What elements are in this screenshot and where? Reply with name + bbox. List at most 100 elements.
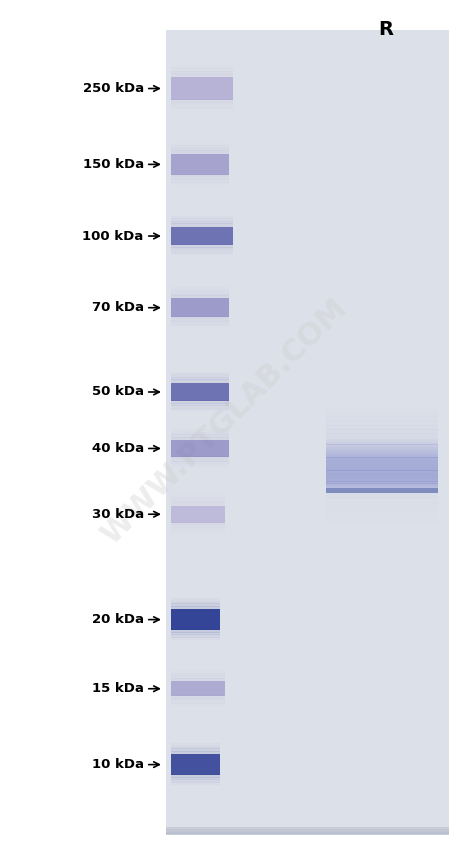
Bar [166,827,449,831]
Bar [171,290,229,293]
Bar [166,828,449,831]
Bar [166,826,449,830]
Bar [166,829,449,833]
Bar [166,830,449,833]
Bar [166,829,449,832]
Bar [166,830,449,835]
Text: WWW.PTGLAB.COM: WWW.PTGLAB.COM [96,293,353,550]
Bar [171,605,220,609]
Bar [166,830,449,834]
Bar [166,828,449,832]
Bar [166,830,449,834]
Bar [166,830,449,833]
Bar [166,827,449,830]
Bar [166,827,449,831]
Bar [166,828,449,832]
Bar [171,255,233,258]
Bar [166,830,449,834]
Bar [166,828,449,832]
Bar [166,830,449,835]
Bar [166,829,449,833]
Bar [166,827,449,831]
Bar [166,830,449,834]
Bar [166,827,449,831]
Bar [166,829,449,833]
Bar [166,830,449,835]
Bar [171,502,224,506]
Bar [171,293,229,296]
Bar [171,632,220,636]
Bar [166,830,449,835]
Bar [166,828,449,832]
Bar [166,828,449,832]
Bar [171,252,233,255]
Bar [166,829,449,833]
FancyBboxPatch shape [171,77,233,100]
Bar [171,221,233,224]
Bar [326,421,438,426]
Bar [171,218,233,222]
Bar [326,488,438,493]
Bar [166,829,449,833]
Bar [166,829,449,832]
Bar [171,63,233,67]
Bar [171,492,224,496]
Bar [166,827,449,831]
Bar [166,830,449,834]
Bar [166,828,449,832]
Bar [166,829,449,833]
Bar [171,176,229,180]
FancyBboxPatch shape [171,383,229,401]
Bar [171,102,233,105]
Bar [166,828,449,832]
Bar [171,675,224,679]
Bar [166,830,449,834]
Bar [171,148,229,151]
Bar [171,464,229,467]
Bar [171,408,229,411]
Bar [166,830,449,834]
Bar [171,324,229,327]
Bar [166,830,449,834]
Bar [166,828,449,832]
Bar [171,429,229,432]
Bar [166,828,449,832]
Bar [171,66,233,69]
Bar [166,829,449,833]
Bar [166,827,449,831]
Bar [166,827,449,830]
Bar [171,411,229,414]
Bar [166,829,449,833]
Bar [166,827,449,831]
Bar [166,828,449,831]
Bar [171,427,229,430]
Text: 150 kDa: 150 kDa [83,158,144,171]
Bar [166,829,449,833]
Bar [166,828,449,832]
Bar [166,829,449,833]
Bar [171,99,233,103]
Bar [166,830,449,834]
Bar [166,830,449,834]
Bar [166,830,449,834]
Bar [171,434,229,438]
Bar [171,181,229,185]
Bar [166,827,449,830]
Bar [166,829,449,833]
Bar [166,828,449,832]
Bar [166,826,449,830]
Bar [171,744,220,747]
Bar [171,179,229,182]
Bar [166,830,449,834]
Bar [171,405,229,409]
Bar [171,695,224,699]
Bar [171,184,229,187]
Bar [171,216,233,219]
Bar [166,830,449,835]
FancyBboxPatch shape [171,609,220,630]
Bar [326,425,438,430]
Bar [166,829,449,833]
Text: 20 kDa: 20 kDa [92,613,144,626]
Bar [166,828,449,832]
Bar [171,374,229,378]
